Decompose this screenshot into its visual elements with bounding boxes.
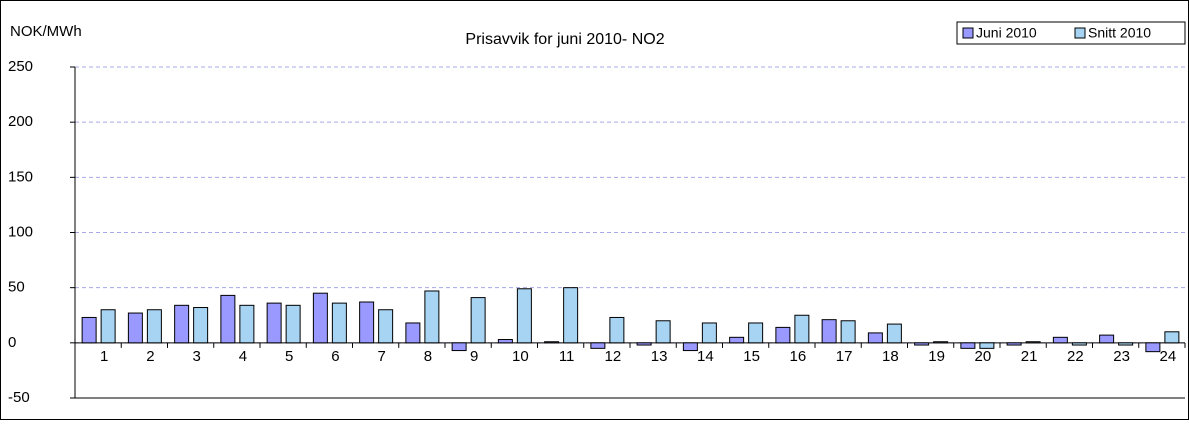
y-axis-label: NOK/MWh (10, 23, 82, 40)
bar (682, 342, 698, 352)
bar (544, 341, 560, 344)
x-tick-label: 13 (651, 348, 668, 365)
bar (794, 314, 810, 344)
bar (840, 320, 856, 344)
bar (609, 316, 625, 344)
bar (378, 309, 394, 344)
bar (636, 342, 652, 346)
bar (220, 294, 236, 344)
bar (1099, 334, 1115, 344)
y-tick-label: -50 (8, 389, 30, 406)
bar (563, 287, 579, 344)
bar (1118, 342, 1134, 346)
x-tick-label: 19 (928, 348, 945, 365)
bar (1006, 342, 1022, 346)
bar (81, 316, 97, 344)
bar (100, 309, 116, 344)
bar (239, 304, 255, 344)
y-tick-label: 100 (8, 223, 33, 240)
x-tick-label: 5 (285, 348, 293, 365)
x-tick-label: 4 (239, 348, 247, 365)
bar (1164, 331, 1180, 344)
y-tick-label: 50 (8, 279, 25, 296)
bar (655, 320, 671, 344)
bar (590, 342, 606, 349)
bar (886, 323, 902, 344)
x-tick-label: 2 (146, 348, 154, 365)
x-tick-label: 20 (975, 348, 992, 365)
x-tick-label: 7 (377, 348, 385, 365)
bar (424, 290, 440, 344)
bar (960, 342, 976, 349)
x-tick-label: 9 (470, 348, 478, 365)
y-tick-label: 0 (8, 334, 16, 351)
x-tick-label: 6 (331, 348, 339, 365)
x-tick-label: 15 (743, 348, 760, 365)
bar (775, 326, 791, 344)
bar (867, 332, 883, 344)
bar (1145, 342, 1161, 353)
legend-label: Juni 2010 (976, 25, 1037, 41)
bar (470, 297, 486, 344)
legend-swatch (1074, 27, 1086, 39)
x-tick-label: 10 (512, 348, 529, 365)
x-tick-label: 22 (1067, 348, 1084, 365)
bar (933, 341, 949, 344)
bar (193, 307, 209, 344)
legend-swatch (962, 27, 974, 39)
x-tick-label: 8 (424, 348, 432, 365)
bar (748, 322, 764, 344)
bar (914, 342, 930, 346)
bar (1071, 342, 1087, 346)
x-tick-label: 14 (697, 348, 714, 365)
legend-box (956, 21, 1186, 45)
x-tick-label: 18 (882, 348, 899, 365)
bar (1025, 341, 1041, 344)
y-tick-label: 250 (8, 58, 33, 75)
bar (701, 322, 717, 344)
x-tick-label: 11 (559, 348, 575, 365)
y-tick-label: 200 (8, 113, 33, 130)
x-tick-label: 3 (192, 348, 200, 365)
bar (405, 322, 421, 344)
bar (359, 301, 375, 344)
bar (516, 288, 532, 344)
bar (497, 339, 513, 344)
legend-label: Snitt 2010 (1088, 25, 1151, 41)
bar (174, 304, 190, 344)
bar (266, 302, 282, 344)
x-tick-label: 21 (1021, 348, 1038, 365)
bar (979, 342, 995, 349)
y-tick-label: 150 (8, 168, 33, 185)
bar (729, 336, 745, 344)
bar (331, 302, 347, 344)
x-tick-label: 12 (605, 348, 622, 365)
bar (312, 292, 328, 344)
x-tick-label: 24 (1160, 348, 1177, 365)
bar (127, 312, 143, 344)
x-tick-label: 1 (100, 348, 108, 365)
x-tick-label: 23 (1113, 348, 1130, 365)
bar (1052, 336, 1068, 344)
bar (821, 319, 837, 344)
bar (285, 304, 301, 344)
chart-title: Prisavvik for juni 2010- NO2 (465, 31, 664, 48)
bar (146, 309, 162, 344)
x-tick-label: 16 (790, 348, 807, 365)
x-tick-label: 17 (836, 348, 853, 365)
bar (451, 342, 467, 352)
